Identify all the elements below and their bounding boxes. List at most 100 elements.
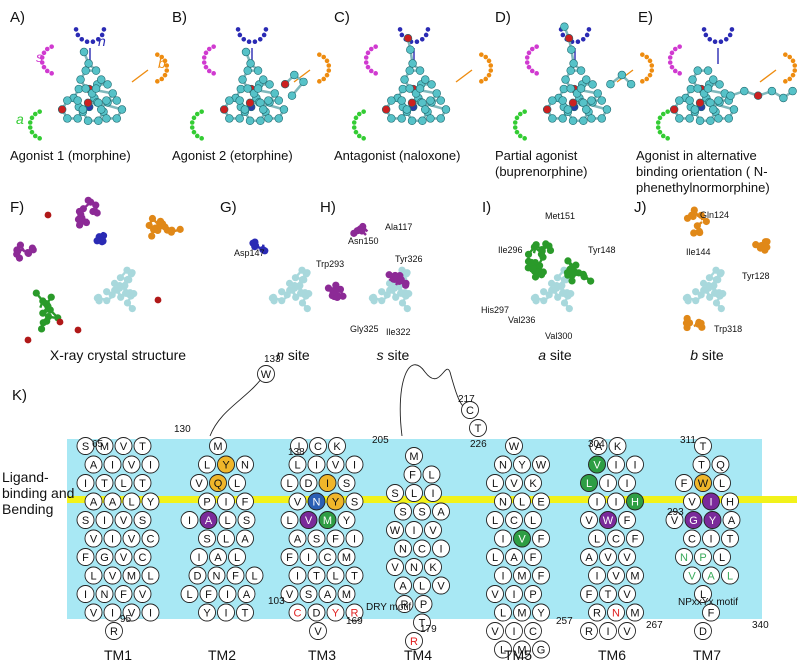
residue-circle: [198, 492, 216, 511]
atom: [387, 96, 396, 105]
residue-circle: [607, 492, 625, 511]
residue-circle: [692, 455, 711, 474]
residue-letter: N: [213, 571, 221, 583]
residue-circle: [702, 566, 720, 585]
atom: [81, 66, 90, 75]
residue-circle: [326, 566, 345, 585]
atom: [264, 114, 273, 123]
residue-letter: L: [411, 488, 417, 500]
residue-circle: [395, 595, 414, 613]
panel-i: I) a site: [482, 199, 595, 363]
residue-letter: V: [286, 589, 294, 601]
residue-circle: [721, 492, 739, 511]
residue-letter: G: [689, 515, 698, 527]
panel-caption: Antagonist (naloxone): [334, 148, 460, 163]
panel-letter: D): [495, 9, 511, 26]
residue-circle: [599, 548, 617, 566]
residue-circle: [337, 548, 356, 566]
atom: [245, 116, 255, 125]
residue-circle: [257, 365, 275, 383]
residue-letter: K: [333, 441, 341, 453]
residue-letter: N: [499, 460, 507, 472]
residue-circle: [599, 622, 617, 640]
atom: [709, 105, 718, 114]
residue-circle: [95, 474, 114, 492]
residue-letter: M: [323, 515, 332, 527]
atom: [246, 59, 255, 68]
atom: [432, 89, 441, 98]
residue-letter: I: [149, 460, 152, 472]
residue-circle: [513, 640, 531, 659]
residue-letter: A: [510, 552, 518, 564]
residue-circle: [494, 640, 512, 659]
atom: [63, 114, 72, 123]
residue-circle: [607, 603, 625, 622]
residue-circle: [299, 474, 318, 492]
atom: [606, 79, 615, 89]
n-site-residues: [93, 231, 108, 246]
atom: [415, 66, 425, 75]
residue-letter: I: [84, 589, 87, 601]
atom: [387, 114, 396, 123]
residue-circle: [405, 484, 423, 502]
residue-circle: [95, 511, 114, 529]
residue-circle: [103, 455, 122, 474]
residue-number: 179: [420, 624, 437, 635]
residue-circle: [424, 558, 442, 576]
residue-circle: [105, 622, 123, 640]
residue-letter: I: [512, 589, 515, 601]
residue-letter: L: [90, 571, 96, 583]
residue-letter: A: [399, 581, 407, 593]
atom: [112, 96, 121, 105]
residue-letter: T: [419, 618, 426, 630]
residue-circle: [141, 455, 160, 474]
residue-circle: [618, 585, 636, 603]
b-site-residues: [752, 238, 771, 254]
motif-label: NPxxYx motif: [678, 597, 738, 608]
residue-letter: L: [286, 478, 292, 490]
residue-circle: [95, 437, 114, 455]
atom: [567, 45, 576, 54]
residue-label: Ile322: [386, 327, 411, 337]
residue-circle: [626, 455, 644, 474]
atom: [81, 84, 90, 93]
residue-circle: [309, 437, 327, 455]
residue-letter: C: [688, 534, 696, 546]
residue-circle: [290, 437, 308, 455]
residue-circle: [599, 585, 617, 603]
residue-label: Ile144: [686, 247, 711, 257]
residue-letter: L: [428, 470, 434, 482]
residue-letter: S: [243, 515, 250, 527]
residue-letter: T: [351, 571, 358, 583]
residue-letter: I: [103, 515, 106, 527]
residue-circle: [76, 548, 95, 566]
residue-letter: N: [410, 562, 418, 574]
atom: [256, 116, 265, 125]
atom: [568, 116, 578, 125]
a-site-arc: [351, 109, 366, 141]
atom: [788, 86, 797, 96]
residue-circle: [217, 455, 235, 474]
atom: [542, 105, 552, 114]
residue-number: 65: [92, 439, 104, 450]
residue-circle: [702, 603, 720, 622]
residue-circle: [626, 566, 644, 585]
residue-circle: [580, 585, 598, 603]
residue-letter: A: [109, 497, 117, 509]
residue-circle: [209, 437, 227, 455]
panel-c: C) Antagonist (naloxone): [334, 9, 494, 163]
residue-circle: [209, 474, 227, 492]
residue-letter: W: [603, 515, 614, 527]
residue-letter: S: [305, 589, 312, 601]
residue-letter: S: [399, 507, 406, 519]
panel-caption: Agonist 2 (etorphine): [172, 148, 293, 163]
residue-letter: V: [120, 552, 128, 564]
residue-circle: [713, 474, 731, 492]
panel-caption: phenethylnormorphine): [636, 180, 770, 195]
residue-letter: C: [612, 534, 620, 546]
atom: [400, 75, 409, 84]
atom: [299, 77, 308, 87]
residue-letter: S: [313, 534, 320, 546]
atom: [78, 105, 88, 114]
